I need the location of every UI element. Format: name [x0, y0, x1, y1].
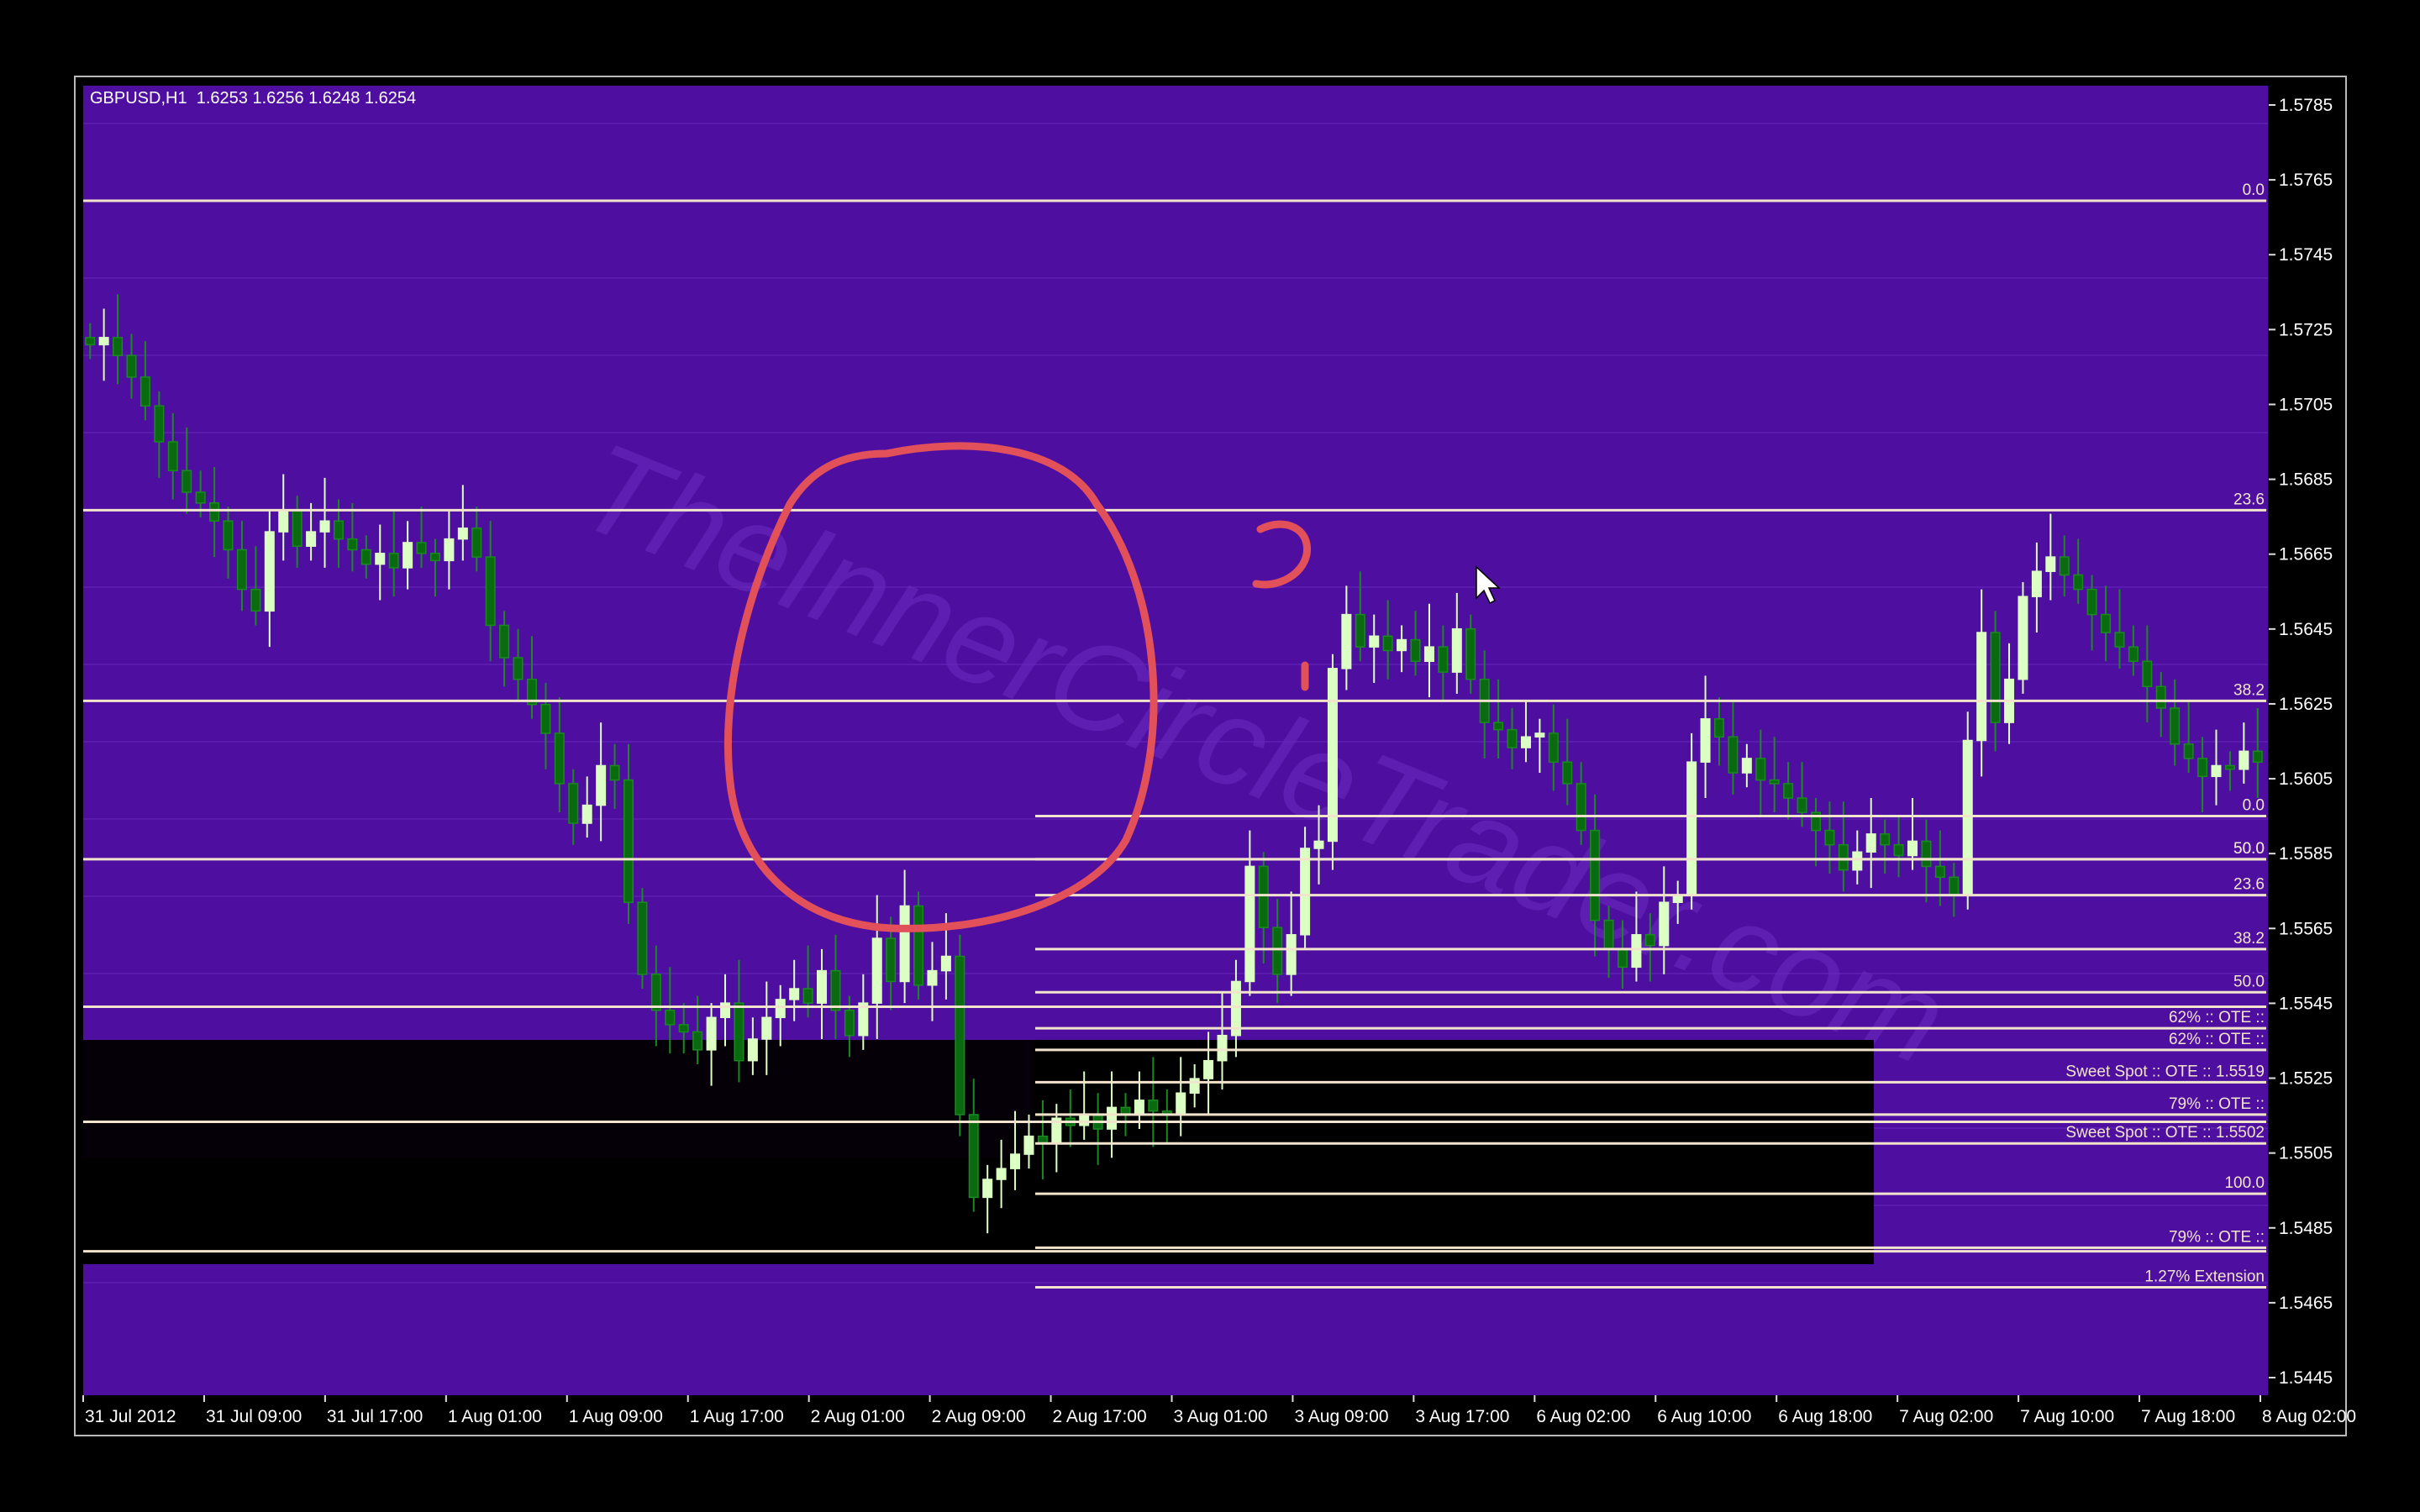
price-axis [2268, 86, 2344, 1395]
symbol-title: GBPUSD,H1 1.6253 1.6256 1.6248 1.6254 [90, 89, 416, 108]
ohlc-label: 1.6253 1.6256 1.6248 1.6254 [196, 89, 417, 108]
symbol-label: GBPUSD,H1 [90, 89, 187, 108]
plot-area[interactable] [83, 86, 2268, 1395]
time-axis [83, 1395, 2344, 1432]
